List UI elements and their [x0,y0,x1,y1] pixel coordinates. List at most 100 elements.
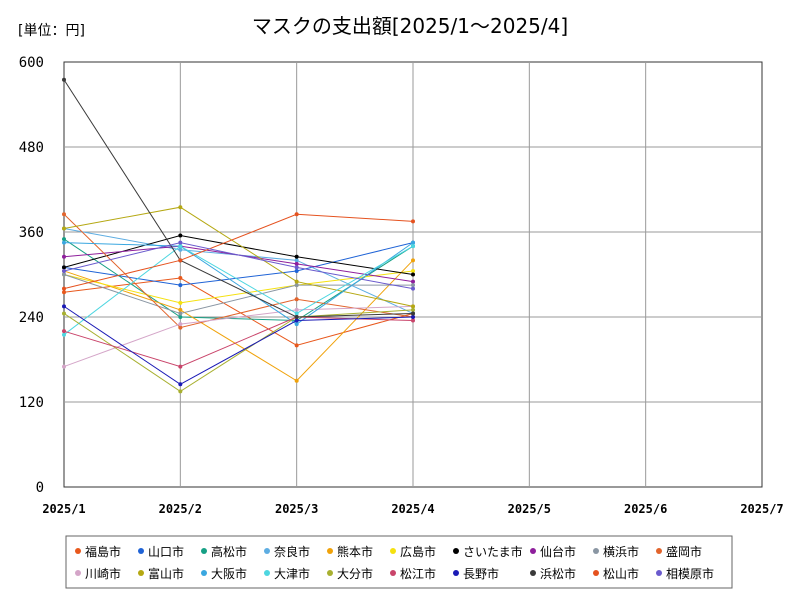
legend-label: 仙台市 [540,544,576,559]
data-point [178,322,183,327]
legend-item: 松江市 [390,566,436,581]
legend-marker [656,548,662,554]
data-point [178,389,183,394]
data-point [411,283,415,288]
legend-label: 大津市 [274,566,310,581]
data-point [178,240,183,245]
data-point [294,212,299,217]
legend-marker [390,570,396,576]
series-line-1 [63,277,414,346]
legend-item: 高松市 [201,544,247,559]
data-point [294,315,299,319]
legend-label: 高松市 [211,544,247,559]
legend-item: 長野市 [453,566,499,581]
legend-item: 大阪市 [201,566,247,581]
legend-label: 川崎市 [85,566,121,581]
data-point [294,258,299,263]
legend-item: 大津市 [264,566,310,581]
data-point [62,311,66,316]
data-point [62,212,66,217]
legend-label: 福島市 [85,544,121,559]
data-point [294,297,299,302]
unit-label: [単位：円] [18,23,85,39]
legend-label: 奈良市 [274,544,310,559]
data-point [62,226,66,231]
series-line-9 [63,274,413,314]
series-line-18 [63,79,414,318]
legend-item: 浜松市 [530,566,576,581]
legend-box [65,535,733,589]
legend-item: 盛岡市 [656,544,702,559]
data-point [178,276,183,281]
data-point [294,307,299,312]
legend-label: 松山市 [603,566,639,581]
legend-marker [138,570,144,576]
data-point [411,258,415,263]
series-line-13 [63,242,414,325]
legend-item: 福島市 [75,544,121,559]
data-point [294,254,299,259]
legend-marker [327,548,333,554]
data-point [178,382,183,387]
series-line-2 [63,242,414,286]
data-point [62,332,66,337]
legend-item: 熊本市 [327,544,373,559]
data-point [62,77,66,82]
legend-marker [75,548,81,554]
data-point [411,286,415,291]
legend-label: 相模原市 [666,566,714,581]
legend-marker [453,570,459,576]
data-point [411,268,415,273]
legend-marker [201,570,207,576]
data-point [178,283,183,288]
data-point [411,244,415,249]
data-point [178,244,183,249]
series-line-14 [63,245,414,336]
legend-label: 熊本市 [337,544,373,559]
legend-marker [264,570,270,576]
legend-item: 横浜市 [593,544,639,559]
legend-marker [593,570,599,576]
legend-marker [201,548,207,554]
axes: 0 120 240 360 480 600 2025/1 2025/2 2025/3 2025/4… [19,55,784,516]
legend-label: 大分市 [337,566,373,581]
data-point [411,304,415,309]
x-tick-label: 2025/1 [42,502,85,516]
data-point [62,304,66,309]
data-point [62,290,66,295]
data-point [62,265,66,270]
series-line-12 [63,206,414,307]
y-tick-label: 360 [19,225,44,241]
x-tick-label: 2025/7 [740,502,783,516]
data-point [294,378,299,383]
data-point [294,279,299,284]
series-line-15 [63,309,414,392]
legend-item: 仙台市 [530,544,576,559]
legend-label: 長野市 [463,566,499,581]
data-point [411,318,415,323]
legend-item: 山口市 [138,544,184,559]
legend-item: 奈良市 [264,544,310,559]
data-point [62,240,66,245]
legend-label: 松江市 [400,566,436,581]
data-point [178,311,183,316]
data-point [178,247,183,252]
data-point [294,268,299,273]
data-point [294,343,299,348]
legend-label: 大阪市 [211,566,247,581]
x-tick-label: 2025/3 [275,502,318,516]
data-point [178,258,183,263]
data-point [178,307,183,312]
legend-label: 富山市 [148,566,184,581]
legend-item: 広島市 [390,544,436,559]
data-point [178,364,183,369]
data-point [294,261,299,266]
series-line-19 [63,213,414,290]
legend-marker [593,548,599,554]
data-point [178,233,183,238]
legend-marker [530,570,536,576]
data-point [62,268,66,273]
data-point [294,322,299,327]
legend-marker [264,548,270,554]
